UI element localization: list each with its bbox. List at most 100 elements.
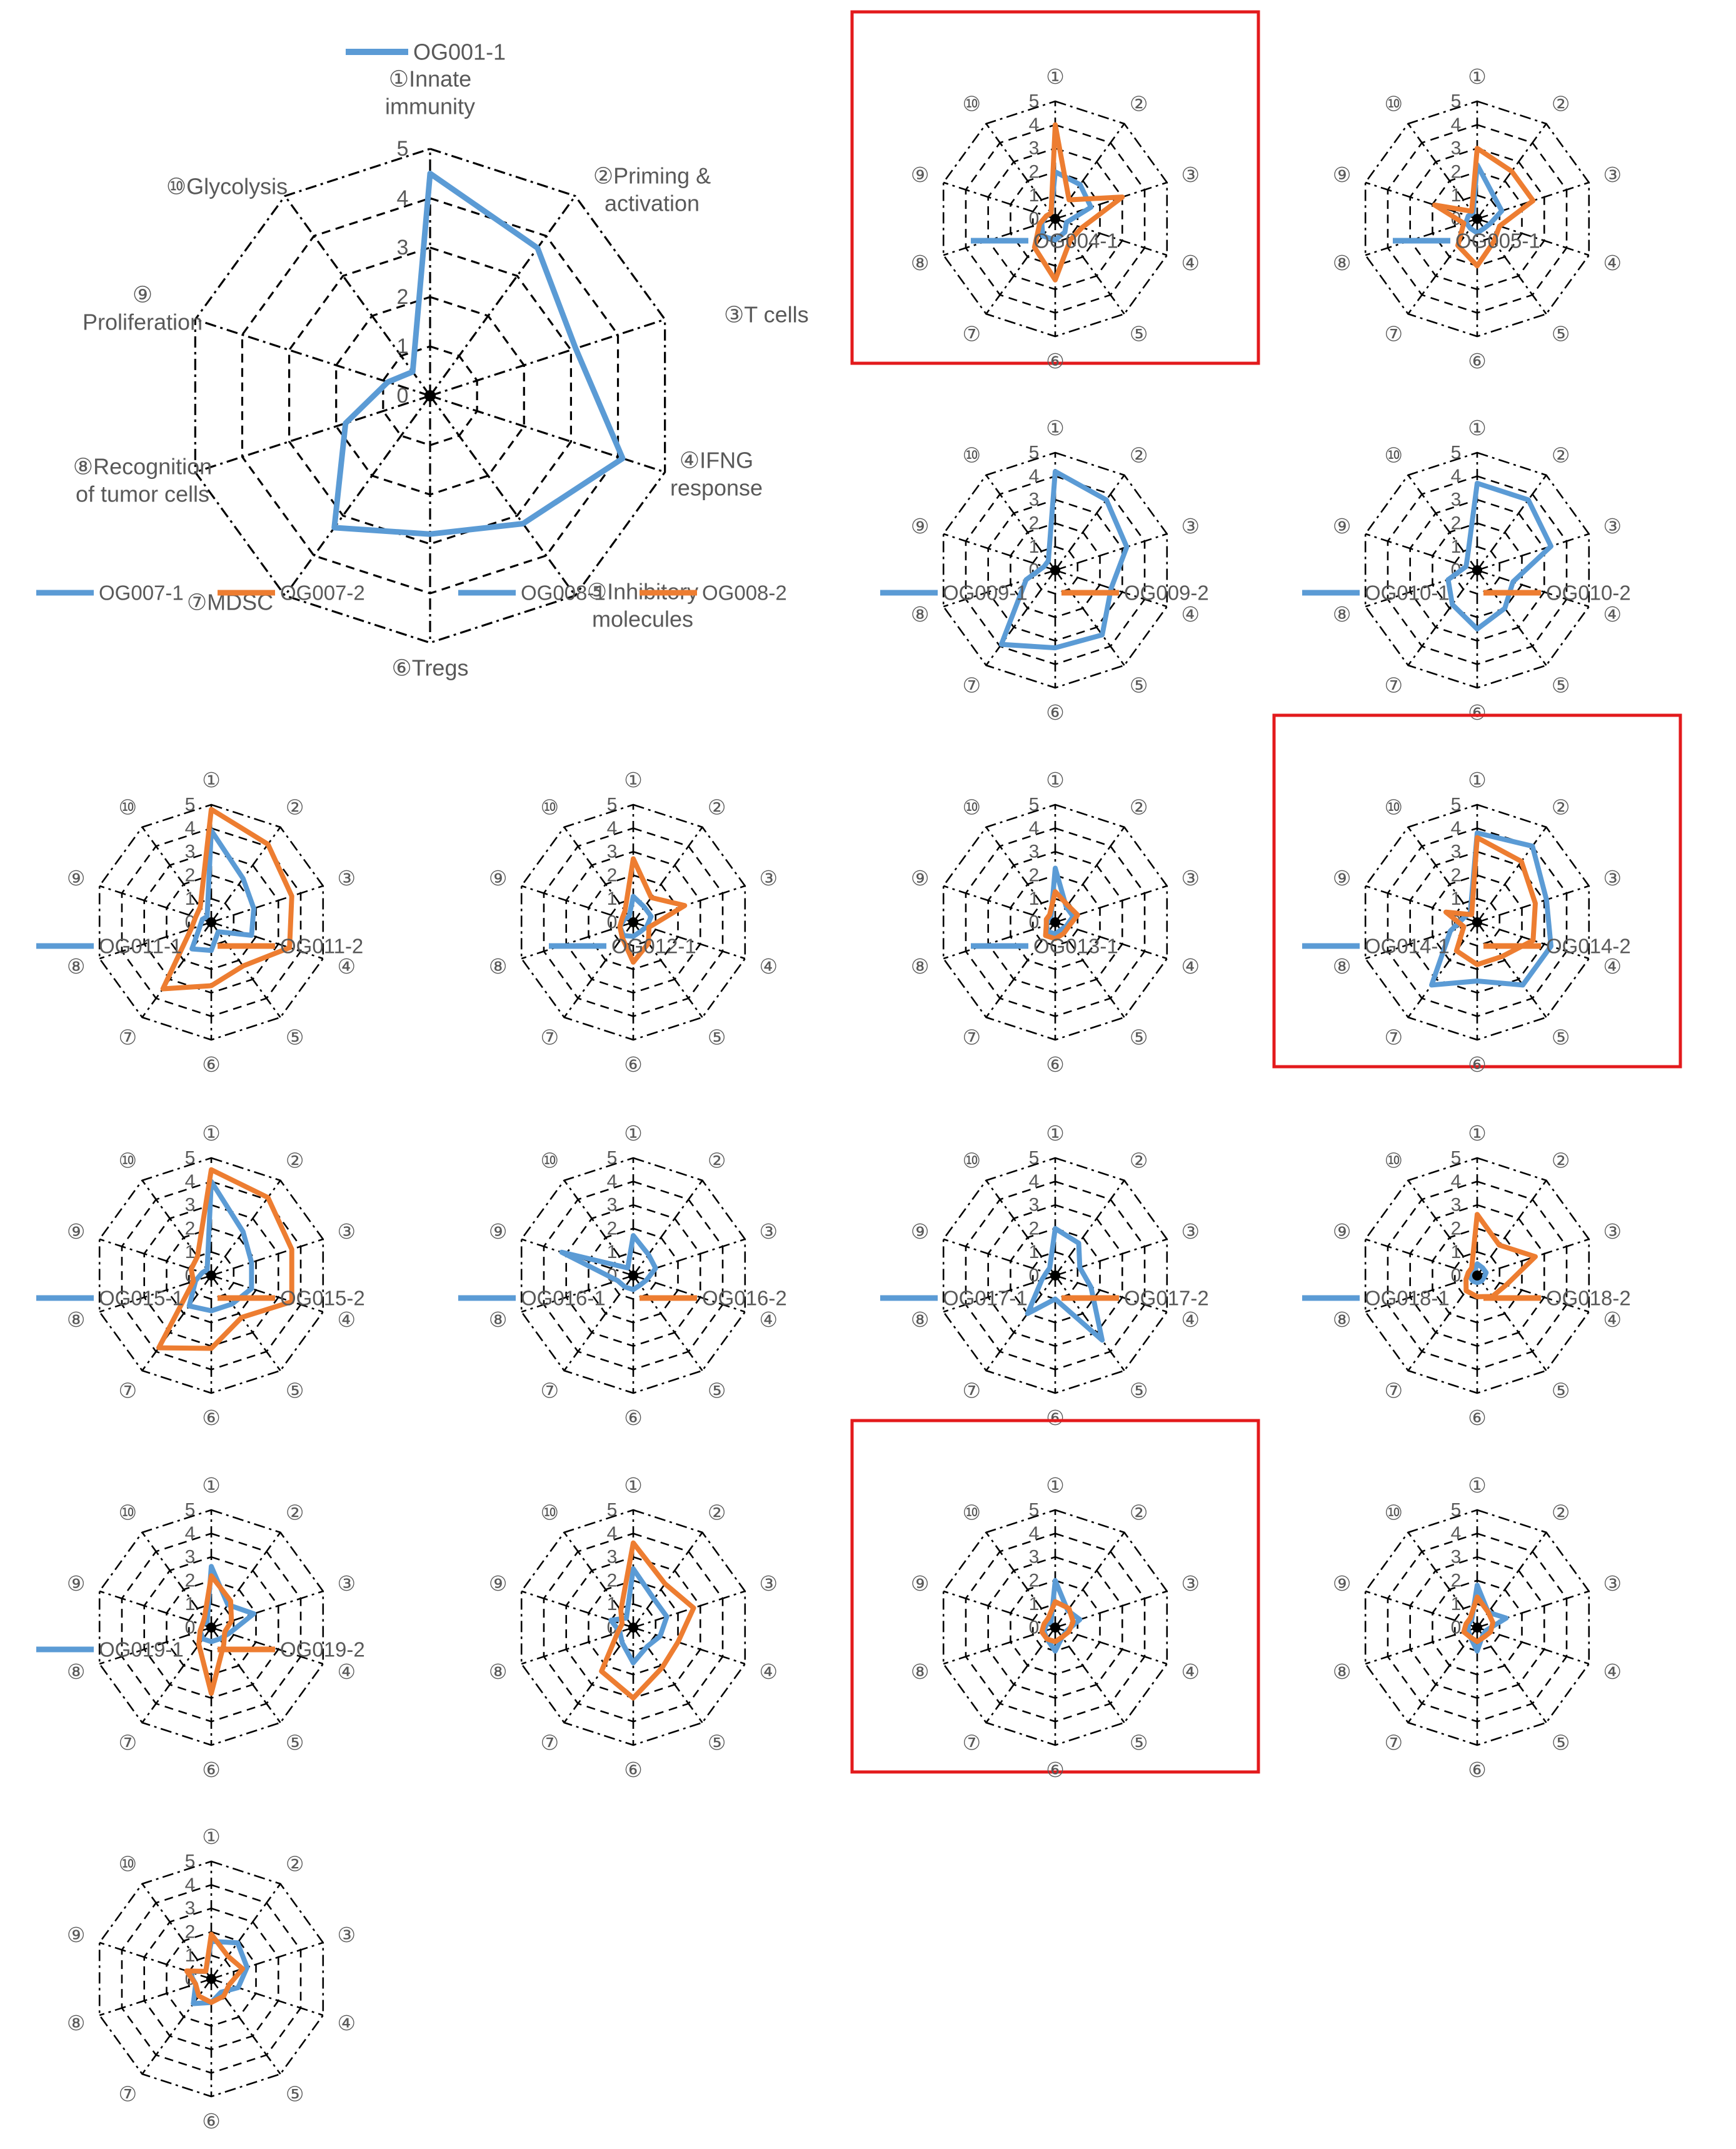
axis-label: ⑩ [962, 795, 981, 818]
tick-label: 3 [1029, 1195, 1040, 1215]
legend-label: OG017-2 [1124, 1287, 1209, 1310]
series-line [1463, 162, 1505, 236]
axis-label: ① [1468, 416, 1487, 440]
axis-label: ④ [338, 2011, 356, 2035]
axis-label: ⑦ [962, 1026, 981, 1049]
tick-label: 3 [1451, 1195, 1462, 1215]
series-line [1043, 889, 1080, 942]
tick-label: 1 [185, 1945, 196, 1966]
legend-label: OG014-2 [1546, 935, 1631, 958]
tick-label: 0 [607, 912, 618, 933]
center-dot [206, 1271, 216, 1281]
axis-spoke [985, 1275, 1056, 1371]
axis-spoke [210, 1627, 281, 1723]
axis-spoke [985, 123, 1056, 219]
axis-label: ⑥ [1468, 350, 1487, 373]
axis-spoke [1054, 922, 1125, 1018]
axis-spoke [1477, 1238, 1590, 1277]
axis-spoke [1477, 218, 1590, 256]
tick-label: 4 [185, 818, 196, 838]
tick-label: 4 [1451, 1523, 1462, 1544]
tick-label: 5 [1029, 443, 1040, 463]
axis-label: activation [605, 191, 700, 216]
axis-label: ⑧ [1333, 955, 1352, 978]
axis-spoke [943, 885, 1056, 924]
legend-label: OG011-1 [99, 935, 182, 958]
axis-label: ② [1130, 92, 1148, 115]
radar-chart-og018: 0 1 23 45① ② ③ ④ ⑤ ⑥ ⑦ ⑧ ⑨ ⑩ OG018-1 OG018-2 [1302, 1287, 1631, 1781]
axis-spoke [1054, 123, 1125, 219]
legend-label: OG007-1 [99, 581, 184, 605]
axis-label: ⑧ [489, 1308, 508, 1331]
axis-label: ⑨ [911, 1220, 930, 1243]
axis-label: ② [286, 1501, 304, 1524]
tick-label: 4 [1451, 818, 1462, 838]
axis-label: ⑨ [67, 1220, 86, 1243]
axis-label: ⑩ [540, 1501, 559, 1524]
tick-label: 3 [1451, 842, 1462, 862]
tick-label: 0 [1451, 1266, 1462, 1286]
axis-spoke [943, 921, 1056, 960]
tick-label: 1 [185, 1242, 196, 1262]
axis-label: ① [202, 1825, 221, 1848]
axis-label: ③ [1182, 515, 1200, 538]
axis-spoke [943, 1274, 1056, 1313]
axis-label: ⑦ [962, 323, 981, 346]
axis-label: ⑥ [1046, 1053, 1065, 1076]
axis-label: ⑧ [1333, 603, 1352, 626]
tick-label: 3 [607, 842, 618, 862]
tick-label: 5 [1029, 91, 1040, 112]
axis-spoke [1365, 921, 1478, 960]
highlight-frame [1272, 713, 1682, 1069]
axis-spoke [1477, 181, 1590, 220]
axis-label: ⑨ [1333, 867, 1352, 890]
axis-label: ① [624, 1474, 643, 1497]
legend-label: OG017-1 [943, 1287, 1028, 1310]
tick-label: 0 [1029, 912, 1040, 933]
tick-label: 4 [607, 818, 618, 838]
axis-label: ⑦ [1384, 674, 1403, 697]
tick-label: 1 [607, 1242, 618, 1262]
axis-spoke [632, 922, 703, 1018]
legend-label: OG015-1 [99, 1287, 184, 1310]
axis-spoke [284, 195, 431, 396]
axis-label: ⑩ [540, 1149, 559, 1172]
axis-label: ⑤ [1552, 323, 1570, 346]
tick-label: 1 [1029, 888, 1040, 909]
axis-spoke [1477, 1626, 1590, 1665]
axis-label: ③ [1603, 515, 1622, 538]
tick-label: 2 [1029, 161, 1040, 182]
axis-label: ⑩ [962, 443, 981, 466]
axis-label: ⑧ [489, 1660, 508, 1683]
axis-label: ① [202, 768, 221, 792]
axis-spoke [632, 827, 703, 923]
axis-label: ⑩ [118, 1149, 137, 1172]
axis-spoke [563, 1532, 635, 1628]
axis-spoke [633, 1274, 746, 1313]
axis-label: ② [286, 1149, 304, 1172]
axis-label: ⑦ [962, 674, 981, 697]
axis-spoke [1477, 1274, 1590, 1313]
axis-label: ⑥ [624, 1758, 643, 1781]
axis-spoke [632, 1180, 703, 1276]
tick-label: 0 [1029, 1618, 1040, 1638]
tick-label: 3 [185, 1195, 196, 1215]
axis-label: ④ [1603, 1308, 1622, 1331]
tick-label: 5 [1451, 91, 1462, 112]
tick-label: 1 [1451, 536, 1462, 557]
axis-label: ⑤ [1130, 323, 1148, 346]
axis-label: ⑨ [67, 1923, 86, 1946]
axis-spoke [1476, 123, 1547, 219]
axis-label: ⑩ [1384, 1501, 1403, 1524]
axis-label: ⑩ [962, 92, 981, 115]
axis-label: ② [708, 1149, 726, 1172]
tick-label: 5 [185, 1851, 196, 1872]
legend-label: OG019-1 [99, 1638, 184, 1661]
axis-spoke [1054, 1627, 1125, 1723]
axis-label: ① [624, 768, 643, 792]
axis-spoke [943, 1626, 1056, 1665]
axis-label: ② [286, 795, 304, 818]
axis-label: ⑩ [118, 1501, 137, 1524]
axis-label: ⑦ [540, 1731, 559, 1754]
axis-spoke [521, 1274, 634, 1313]
